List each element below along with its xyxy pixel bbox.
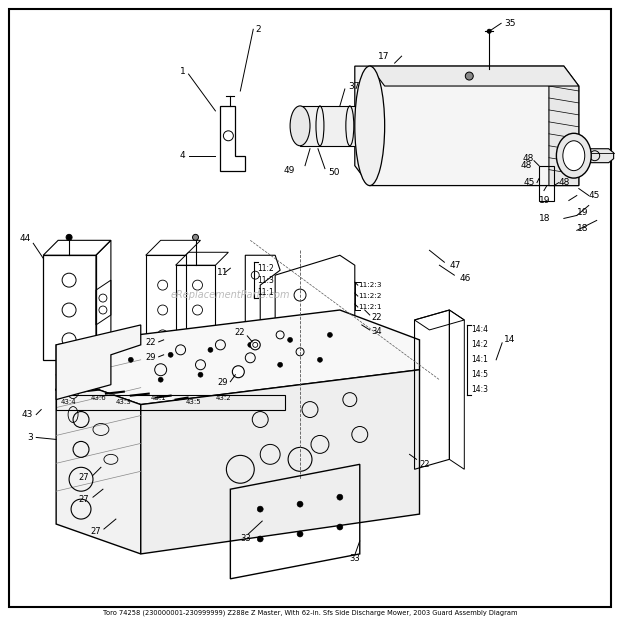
Circle shape xyxy=(487,29,491,33)
Text: 11:3: 11:3 xyxy=(257,276,274,284)
Circle shape xyxy=(257,506,264,512)
Text: 49: 49 xyxy=(284,166,295,175)
Text: 18: 18 xyxy=(577,224,588,233)
Text: 11:2: 11:2 xyxy=(257,264,274,272)
Text: 22: 22 xyxy=(235,328,246,338)
Text: eReplacementParts.com: eReplacementParts.com xyxy=(170,290,290,300)
Text: 33: 33 xyxy=(240,534,250,544)
Text: 43:2: 43:2 xyxy=(215,394,231,401)
Polygon shape xyxy=(141,370,420,554)
Circle shape xyxy=(208,348,213,352)
Text: 14:1: 14:1 xyxy=(471,355,488,364)
Text: 19: 19 xyxy=(539,196,551,205)
Ellipse shape xyxy=(563,141,585,171)
Text: 48: 48 xyxy=(523,154,534,163)
Text: 27: 27 xyxy=(78,494,89,504)
Text: 43:6: 43:6 xyxy=(91,394,107,401)
Circle shape xyxy=(327,332,332,338)
Circle shape xyxy=(297,531,303,537)
Text: 44: 44 xyxy=(20,234,31,243)
Polygon shape xyxy=(56,325,141,399)
Circle shape xyxy=(193,234,198,241)
Polygon shape xyxy=(56,310,420,404)
Ellipse shape xyxy=(556,133,591,178)
Text: 4: 4 xyxy=(180,151,185,160)
Polygon shape xyxy=(574,149,614,162)
Text: 34: 34 xyxy=(372,328,383,336)
Text: 14:5: 14:5 xyxy=(471,370,489,379)
Text: 27: 27 xyxy=(78,472,89,482)
Circle shape xyxy=(337,494,343,500)
Text: 14:4: 14:4 xyxy=(471,326,489,334)
Polygon shape xyxy=(355,66,579,186)
Polygon shape xyxy=(370,66,579,86)
Text: 50: 50 xyxy=(328,168,339,177)
Text: 11:2:3: 11:2:3 xyxy=(358,282,381,288)
Circle shape xyxy=(337,524,343,530)
Circle shape xyxy=(168,352,173,357)
Text: 43:5: 43:5 xyxy=(185,399,201,404)
Circle shape xyxy=(128,357,133,362)
Polygon shape xyxy=(56,375,141,554)
Text: 14:2: 14:2 xyxy=(471,341,488,349)
Text: Toro 74258 (230000001-230999999) Z288e Z Master, With 62-in. Sfs Side Discharge : Toro 74258 (230000001-230999999) Z288e Z… xyxy=(103,609,517,616)
Text: 43: 43 xyxy=(22,410,33,419)
Polygon shape xyxy=(300,106,370,146)
Text: 17: 17 xyxy=(378,52,389,61)
Text: 45: 45 xyxy=(589,191,600,200)
Ellipse shape xyxy=(355,66,384,186)
Text: 29: 29 xyxy=(145,353,156,362)
Text: 48: 48 xyxy=(559,178,570,187)
Ellipse shape xyxy=(290,106,310,146)
Text: 43:3: 43:3 xyxy=(116,399,131,404)
Text: 48: 48 xyxy=(521,161,533,170)
Text: 18: 18 xyxy=(539,214,551,223)
Text: 1: 1 xyxy=(180,67,185,76)
Text: 33: 33 xyxy=(350,554,360,563)
Polygon shape xyxy=(549,69,579,186)
Circle shape xyxy=(248,342,253,348)
Text: 46: 46 xyxy=(459,274,471,282)
Circle shape xyxy=(250,340,260,350)
Text: 27: 27 xyxy=(91,526,101,536)
Circle shape xyxy=(257,536,264,542)
Circle shape xyxy=(317,357,322,362)
Text: 19: 19 xyxy=(577,208,588,217)
Text: 2: 2 xyxy=(255,25,261,34)
Circle shape xyxy=(66,234,72,241)
Circle shape xyxy=(158,378,163,382)
Circle shape xyxy=(238,368,243,372)
Text: 35: 35 xyxy=(504,19,516,28)
Text: 14:3: 14:3 xyxy=(471,385,489,394)
Circle shape xyxy=(232,366,244,378)
Circle shape xyxy=(288,338,293,342)
Text: 11:2:1: 11:2:1 xyxy=(358,304,381,310)
Text: 11:1: 11:1 xyxy=(257,288,274,297)
Text: 37: 37 xyxy=(348,81,360,91)
Text: 29: 29 xyxy=(218,378,228,387)
Text: 43:1: 43:1 xyxy=(151,394,166,401)
Text: 43:4: 43:4 xyxy=(61,399,77,404)
Text: 3: 3 xyxy=(27,433,33,442)
Circle shape xyxy=(198,372,203,378)
Text: 11: 11 xyxy=(217,268,228,277)
Text: 45: 45 xyxy=(524,178,536,187)
Text: 14: 14 xyxy=(504,336,515,344)
Text: 22: 22 xyxy=(145,338,156,348)
Circle shape xyxy=(297,501,303,507)
Circle shape xyxy=(465,72,473,80)
Text: 22: 22 xyxy=(420,460,430,469)
Text: 47: 47 xyxy=(450,261,461,270)
Text: 11:2:2: 11:2:2 xyxy=(358,293,381,299)
Text: 22: 22 xyxy=(372,314,382,322)
Circle shape xyxy=(278,362,283,368)
